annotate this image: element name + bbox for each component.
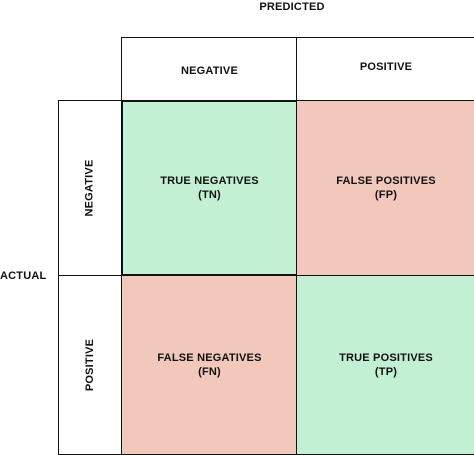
row-header-positive: POSITIVE	[58, 275, 122, 455]
column-header-negative-label: NEGATIVE	[180, 65, 238, 77]
predicted-axis-label: PREDICTED	[259, 1, 325, 13]
cell-true-negatives-title: TRUE NEGATIVES	[160, 175, 259, 187]
column-header-positive: POSITIVE	[296, 37, 474, 101]
row-header-negative: NEGATIVE	[58, 100, 122, 276]
actual-axis-label: ACTUAL	[0, 270, 47, 282]
cell-false-negatives-title: FALSE NEGATIVES	[157, 352, 262, 364]
cell-true-negatives: TRUE NEGATIVES (TN)	[121, 100, 298, 276]
cell-false-positives: FALSE POSITIVES (FP)	[296, 100, 474, 276]
cell-true-positives-abbr: (TP)	[374, 366, 398, 378]
cell-false-positives-title: FALSE POSITIVES	[336, 175, 436, 187]
row-header-positive-label: POSITIVE	[84, 338, 96, 392]
row-header-negative-label: NEGATIVE	[83, 159, 96, 217]
cell-false-negatives: FALSE NEGATIVES (FN)	[121, 275, 298, 455]
column-header-negative: NEGATIVE	[121, 37, 298, 101]
cell-true-negatives-abbr: (TN)	[198, 189, 221, 201]
cell-true-positives-title: TRUE POSITIVES	[339, 352, 433, 364]
cell-true-positives: TRUE POSITIVES (TP)	[296, 275, 474, 455]
cell-false-positives-abbr: (FP)	[374, 189, 398, 201]
cell-false-negatives-abbr: (FN)	[198, 366, 221, 378]
column-header-positive-label: POSITIVE	[359, 61, 413, 73]
